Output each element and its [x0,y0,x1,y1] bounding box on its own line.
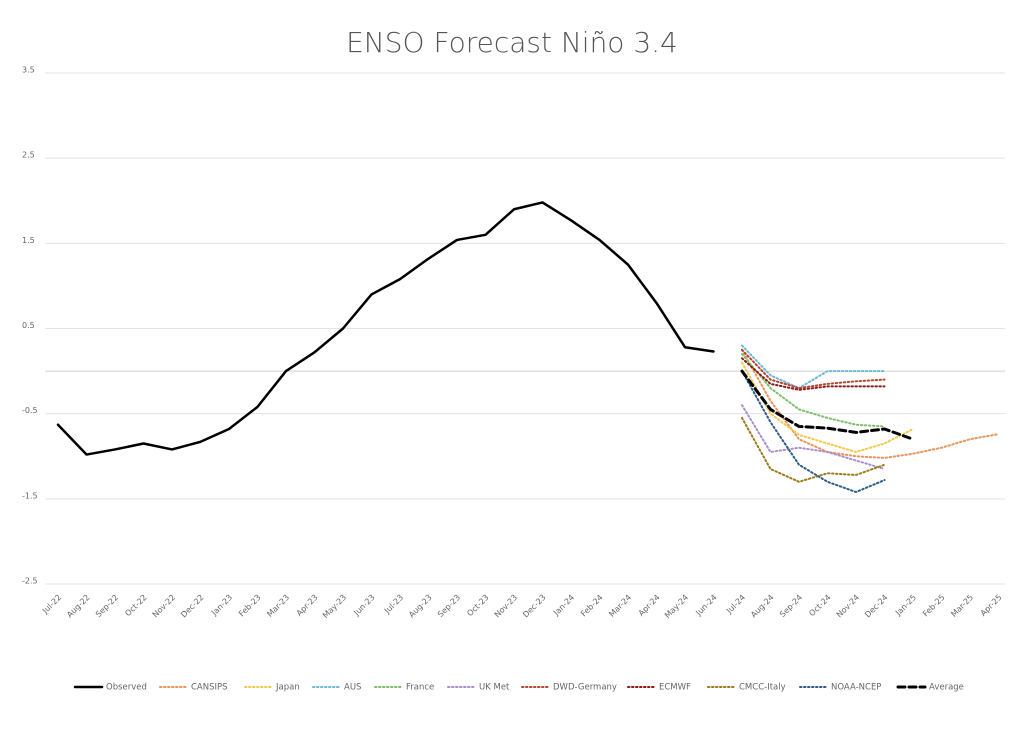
series-line [741,344,886,390]
x-tick-label: Apr-24 [637,593,662,618]
legend-item: Observed [73,683,147,693]
legend-label: CANSIPS [191,683,228,693]
legend-label: Average [929,683,964,693]
x-tick-label: Apr-23 [295,593,320,618]
x-tick-label: Oct-23 [465,593,490,618]
legend-label: CMCC-Italy [739,683,786,693]
x-tick-label: Feb-23 [237,593,263,619]
legend-label: France [406,683,434,693]
legend-item: France [374,683,434,693]
x-tick-label: Nov-24 [835,593,861,619]
x-tick-label: Oct-22 [123,593,148,618]
legend-label: Observed [106,683,147,693]
x-tick-label: May-23 [321,593,348,620]
x-tick-label: Jul-24 [724,593,747,616]
x-tick-label: Dec-23 [521,593,548,620]
x-tick-label: Mar-23 [265,593,291,619]
series-line [740,369,915,441]
x-tick-label: Aug-24 [749,593,776,620]
y-tick-label: 0.5 [22,321,35,330]
x-tick-label: Jan-24 [551,593,576,618]
x-tick-label: Mar-25 [949,593,975,619]
legend-item: ECMWF [627,683,691,693]
series-line [741,348,1000,459]
legend-label: ECMWF [659,683,691,693]
x-tick-label: Jan-23 [209,593,234,618]
x-tick-label: Jul-22 [40,593,63,616]
legend-label: NOAA-NCEP [831,683,881,693]
x-tick-label: Jun-24 [694,593,719,618]
x-tick-label: Jan-25 [893,593,918,618]
legend-item: CMCC-Italy [707,683,786,693]
x-tick-label: Aug-22 [65,593,92,620]
x-tick-label: Mar-24 [607,593,633,619]
y-tick-label: -1.5 [22,491,38,500]
y-tick-label: -2.5 [22,577,38,586]
legend-item: NOAA-NCEP [799,683,881,693]
series-line [741,370,886,494]
series-line [741,357,886,391]
series-line [741,416,886,483]
x-tick-label: Sep-24 [778,593,804,619]
x-tick-label: Jul-23 [382,593,405,616]
x-tick-label: Apr-25 [979,593,1004,618]
legend-label: UK Met [479,683,510,693]
legend-item: Japan [244,683,300,693]
legend-label: AUS [344,683,361,693]
legend-item: Average [896,683,964,693]
series-line [741,353,886,428]
x-tick-label: Aug-23 [407,593,434,620]
x-tick-label: May-24 [663,593,690,620]
legend-label: DWD-Germany [553,683,617,693]
legend-item: CANSIPS [159,683,228,693]
x-tick-label: Feb-25 [921,593,947,619]
chart-title: ENSO Forecast Niño 3.4 [346,26,678,59]
legend-item: UK Met [447,683,510,693]
x-tick-label: Dec-24 [863,593,890,620]
series-line [56,201,715,456]
x-tick-label: Feb-24 [579,593,605,619]
x-tick-label: Nov-22 [151,593,177,619]
legend-item: AUS [312,683,361,693]
legend-item: DWD-Germany [521,683,617,693]
series-line [741,404,886,471]
y-tick-label: -0.5 [22,406,38,415]
series-line [741,361,914,453]
x-tick-label: Sep-22 [94,593,120,619]
x-tick-label: Oct-24 [807,593,832,618]
x-tick-label: Nov-23 [493,593,519,619]
y-tick-label: 1.5 [22,236,35,245]
x-tick-label: Dec-22 [179,593,206,620]
x-tick-label: Sep-23 [436,593,462,619]
x-tick-label: Jun-23 [352,593,377,618]
series-line [741,348,886,390]
y-tick-label: 3.5 [22,66,35,75]
y-tick-label: 2.5 [22,151,35,160]
legend-label: Japan [275,683,300,693]
